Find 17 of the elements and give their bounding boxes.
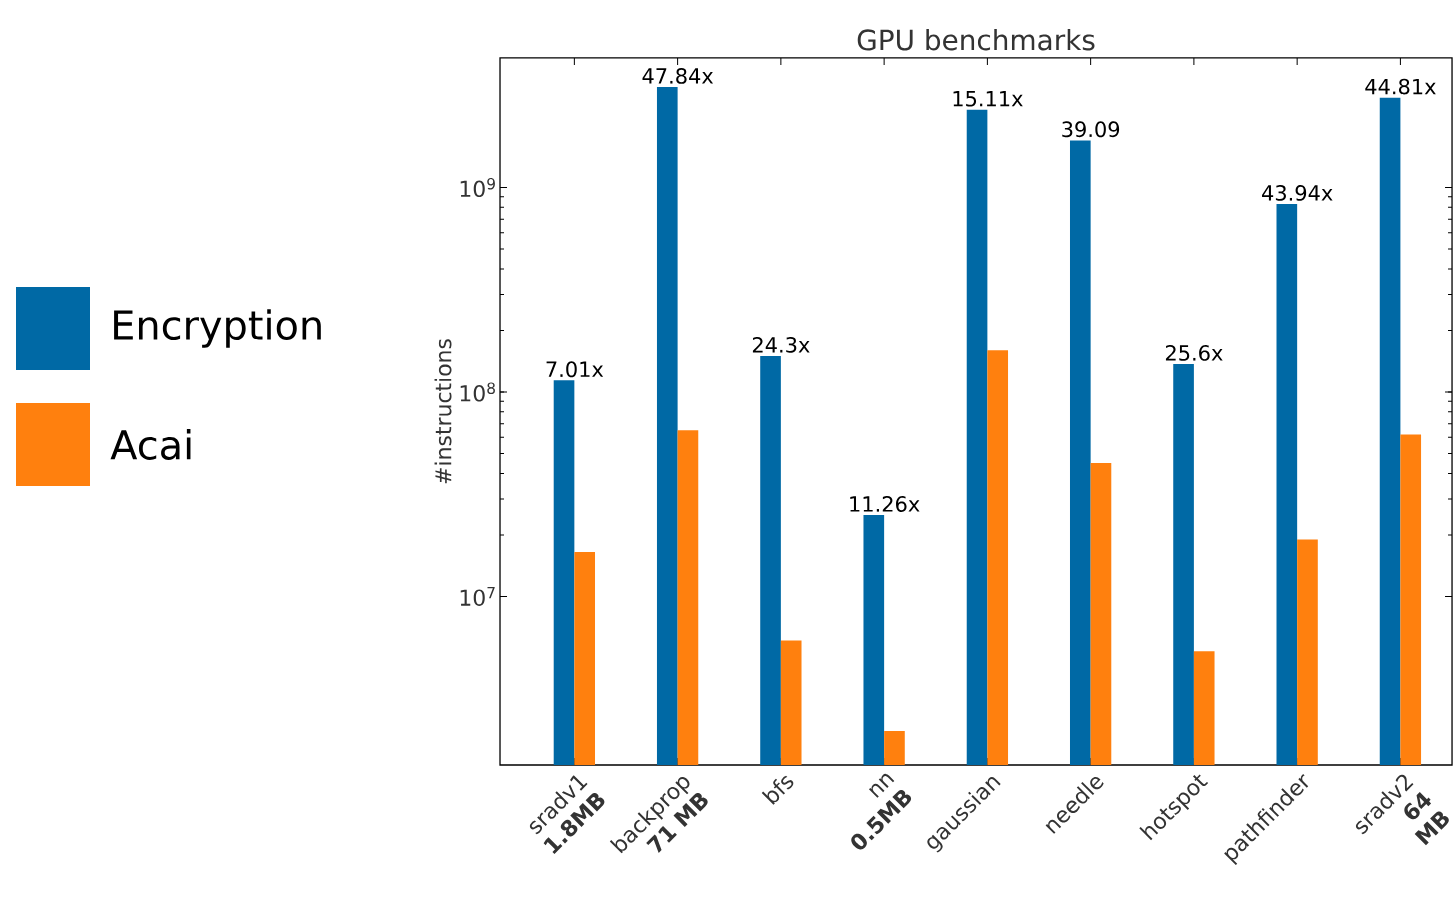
- annotation: 44.81x: [1365, 78, 1436, 95]
- y-tick-label: 10$^{9}$: [460, 177, 495, 198]
- y-tick-label: 10$^{7}$: [460, 587, 495, 606]
- legend-label: Encryption: [114, 309, 321, 348]
- annotation: 15.11x: [953, 91, 1023, 107]
- annotation: 39.09: [1062, 121, 1120, 138]
- legend-label: Acai: [110, 429, 191, 460]
- annotation: 43.94x: [1262, 185, 1333, 201]
- annotation: 7.01x: [546, 361, 604, 378]
- x-tick-label: bfs: [761, 775, 794, 805]
- annotation: 24.3x: [752, 336, 810, 353]
- y-tick-label: 10$^{8}$: [460, 382, 495, 402]
- annotation: 25.6x: [1165, 345, 1223, 361]
- annotation: 47.84x: [642, 68, 714, 84]
- y-axis-title: #instructions: [434, 339, 452, 484]
- annotation: 11.26x: [850, 496, 920, 512]
- chart-title: GPU benchmarks: [857, 28, 1095, 51]
